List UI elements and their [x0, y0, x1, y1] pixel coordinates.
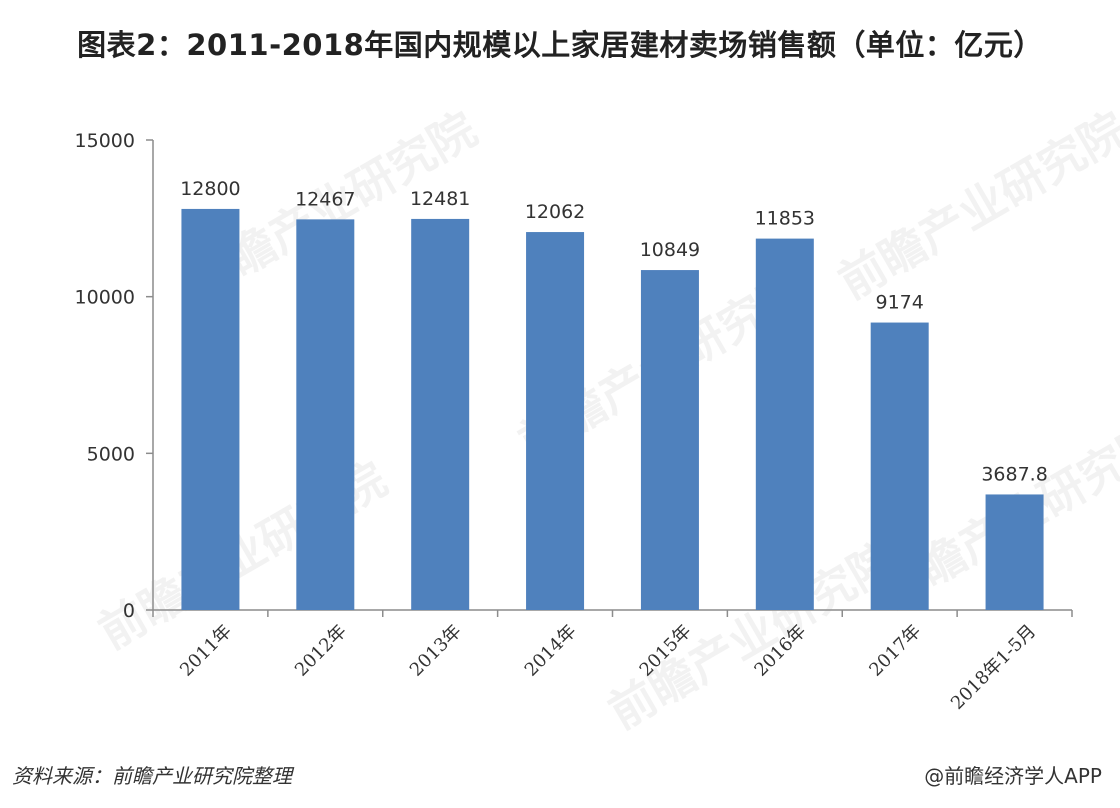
data-label: 11853	[755, 208, 815, 230]
data-label: 12481	[410, 188, 470, 210]
chart-title: 图表2：2011-2018年国内规模以上家居建材卖场销售额（单位：亿元）	[77, 28, 1043, 62]
data-label: 9174	[876, 292, 924, 314]
bar	[640, 270, 699, 610]
x-tick-label: 2014年	[521, 621, 581, 681]
x-tick-label: 2018年1-5月	[947, 621, 1040, 714]
x-tick-label: 2016年	[750, 621, 810, 681]
data-label: 12062	[525, 201, 585, 223]
y-tick-label: 5000	[87, 443, 135, 465]
data-label: 3687.8	[981, 463, 1047, 485]
x-tick-label: 2015年	[636, 621, 696, 681]
bar	[870, 322, 929, 610]
bar	[411, 218, 470, 611]
credit-note: @前瞻经济学人APP	[924, 764, 1102, 788]
bar	[526, 232, 585, 611]
data-label: 12467	[295, 188, 355, 210]
bar	[985, 494, 1044, 610]
bar	[181, 208, 240, 610]
bar	[296, 219, 355, 610]
y-tick-label: 0	[123, 600, 135, 622]
x-tick-label: 2011年	[176, 621, 236, 681]
data-label: 10849	[640, 239, 700, 261]
y-tick-label: 15000	[75, 130, 135, 152]
x-tick-label: 2012年	[291, 621, 351, 681]
x-tick-label: 2017年	[865, 621, 925, 681]
x-tick-label: 2013年	[406, 621, 466, 681]
y-tick-label: 10000	[75, 287, 135, 309]
data-label: 12800	[180, 178, 240, 200]
bar	[755, 238, 814, 610]
source-note: 资料来源：前瞻产业研究院整理	[12, 764, 292, 788]
